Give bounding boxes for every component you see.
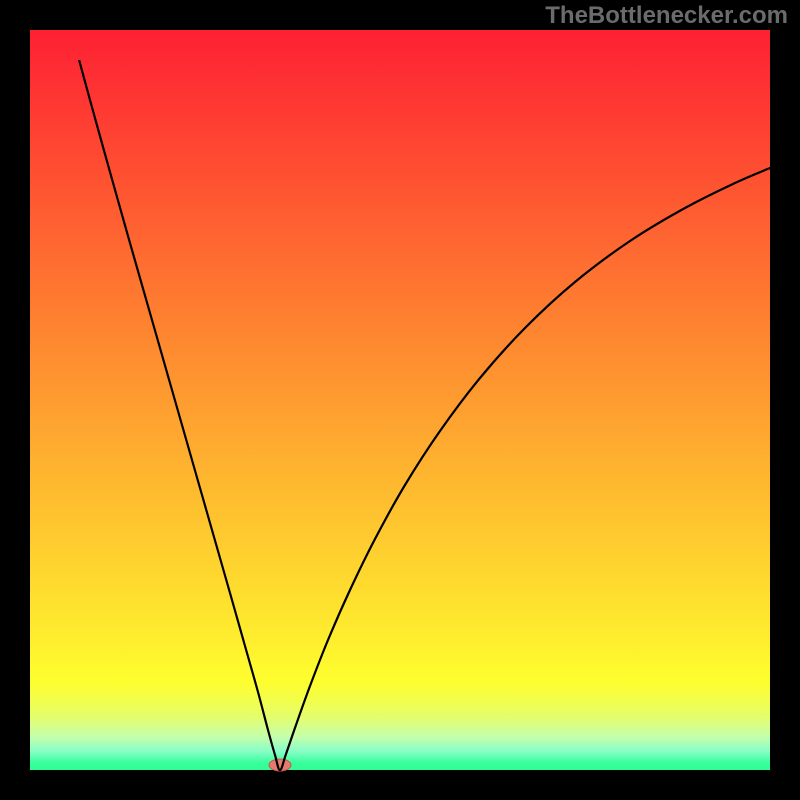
watermark-text: TheBottlenecker.com — [545, 2, 788, 30]
chart-root: TheBottlenecker.com — [0, 0, 800, 800]
chart-svg — [0, 0, 800, 800]
gradient-background — [30, 30, 770, 770]
